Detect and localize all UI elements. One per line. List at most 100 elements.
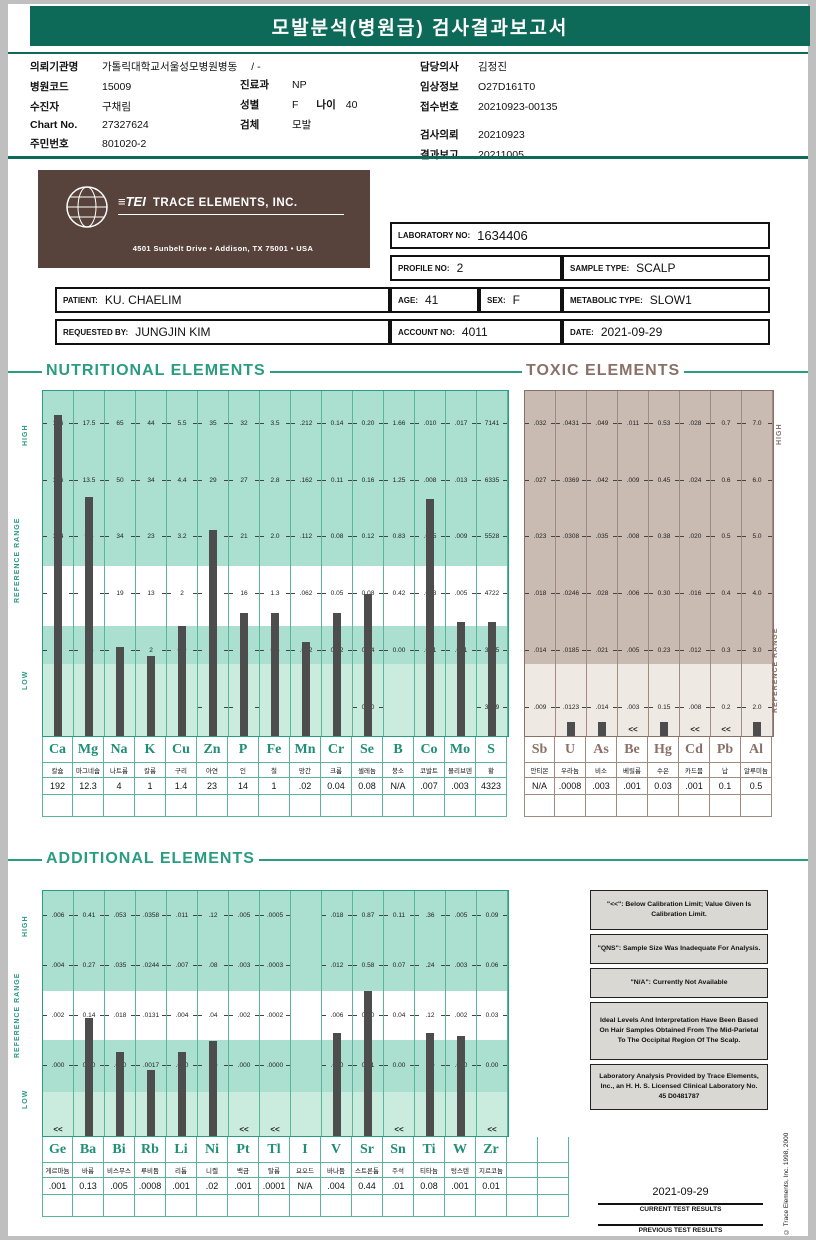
tick-label: .028 bbox=[680, 418, 710, 428]
tick-label: .0308 bbox=[556, 532, 586, 542]
toxic-blank-row bbox=[524, 795, 774, 817]
below-limit-mark: << bbox=[690, 725, 700, 734]
column-v: .018.012.006.000 bbox=[322, 891, 353, 1136]
element-symbol-ba: Ba bbox=[73, 1137, 104, 1163]
laboratory-no-box: LABORATORY NO: 1634406 bbox=[390, 222, 770, 249]
tick-label: .24 bbox=[415, 961, 445, 971]
empty-cell bbox=[166, 795, 197, 817]
tick-label: 0.15 bbox=[649, 703, 679, 713]
column-bi: .053.035.018.000 bbox=[105, 891, 136, 1136]
element-korean-name: 지르코늄 bbox=[476, 1163, 507, 1178]
element-korean-name: 구리 bbox=[166, 763, 197, 778]
profile-no-box: PROFILE NO: 2 bbox=[390, 255, 562, 281]
bar-al bbox=[753, 722, 761, 736]
element-result-value: 0.5 bbox=[741, 778, 772, 795]
element-result-value: 0.08 bbox=[352, 778, 383, 795]
metabolic-type-value: SLOW1 bbox=[649, 293, 692, 307]
bar-bi bbox=[116, 1051, 124, 1136]
bar-w bbox=[457, 1035, 465, 1136]
additional-blank-row bbox=[42, 1195, 569, 1217]
tick-label: .049 bbox=[587, 418, 617, 428]
tick-label: 0.6 bbox=[711, 475, 741, 485]
account-no-value: 4011 bbox=[461, 325, 488, 339]
tick-label: .042 bbox=[587, 475, 617, 485]
toxic-elements-chart: .032 .027 .023 .018 .014 .009 .0431 .0369 .0308.… bbox=[524, 390, 774, 817]
sex-value: F bbox=[512, 293, 521, 307]
tick-label: .062 bbox=[291, 589, 321, 599]
info-label: 검체 bbox=[240, 119, 260, 131]
divider bbox=[8, 859, 808, 861]
footer-date: 2021-09-29 bbox=[652, 1186, 709, 1198]
tick-label: .000 bbox=[43, 1061, 73, 1071]
element-korean-name: 요오드 bbox=[290, 1163, 321, 1178]
tick-label: 0.12 bbox=[353, 532, 383, 542]
nutritional-reference-range-label: REFERENCE RANGE bbox=[14, 517, 21, 603]
tick-label: 0.3 bbox=[711, 646, 741, 656]
bar-hg bbox=[660, 722, 668, 736]
column-mg: 17.513.59.451.5 bbox=[74, 391, 105, 736]
empty-cell bbox=[383, 1195, 414, 1217]
element-symbol-v: V bbox=[321, 1137, 352, 1163]
bar-zn bbox=[209, 529, 217, 736]
empty-cell bbox=[617, 795, 648, 817]
info-value-extra: / - bbox=[251, 61, 261, 73]
tick-label: .12 bbox=[415, 1011, 445, 1021]
requested-by-label: REQUESTED BY: bbox=[63, 327, 129, 337]
bar-sr bbox=[364, 990, 372, 1136]
sex-box: SEX: F bbox=[479, 287, 562, 313]
info-value: 20211005 bbox=[478, 149, 524, 161]
tick-label: .004 bbox=[167, 1011, 197, 1021]
additional-reference-range-label: REFERENCE RANGE bbox=[14, 972, 21, 1058]
element-result-value: .0008 bbox=[555, 778, 586, 795]
toxic-plot-area: .032 .027 .023 .018 .014 .009 .0431 .0369 .0308.… bbox=[524, 390, 774, 737]
element-symbol-sb: Sb bbox=[524, 737, 555, 763]
empty-cell bbox=[73, 795, 104, 817]
element-korean-name: 주석 bbox=[383, 1163, 414, 1178]
element-result-value: 192 bbox=[42, 778, 73, 795]
bar-li bbox=[178, 1052, 186, 1136]
tick-label: 0.42 bbox=[384, 589, 414, 599]
tick-label: 1.3 bbox=[260, 589, 290, 599]
bar-v bbox=[333, 1032, 341, 1136]
below-limit-mark: << bbox=[239, 1125, 249, 1134]
column-al: 7.0 6.0 5.0 4.0 3.0 2.0 bbox=[742, 391, 773, 736]
empty-cell bbox=[507, 1163, 538, 1178]
element-korean-name: 우라늄 bbox=[555, 763, 586, 778]
tei-company-name: TRACE ELEMENTS, INC. bbox=[152, 197, 298, 209]
element-result-value: 4 bbox=[104, 778, 135, 795]
element-symbol-be: Be bbox=[617, 737, 648, 763]
element-korean-name: 마그네슘 bbox=[73, 763, 104, 778]
empty-cell bbox=[135, 795, 166, 817]
element-symbol-pb: Pb bbox=[710, 737, 741, 763]
tick-label: 0.53 bbox=[649, 418, 679, 428]
bar-as bbox=[598, 722, 606, 736]
empty-cell bbox=[538, 1137, 569, 1163]
tick-label: 19 bbox=[105, 589, 135, 599]
tick-label: .008 bbox=[618, 532, 648, 542]
column-ni: .12.08.04.00 bbox=[198, 891, 229, 1136]
tick-label: 0.11 bbox=[384, 911, 414, 921]
element-korean-name: 크롬 bbox=[321, 763, 352, 778]
bar-ni bbox=[209, 1040, 217, 1136]
element-result-value: .0001 bbox=[259, 1178, 290, 1195]
tick-label: 13 bbox=[136, 589, 166, 599]
sample-type-box: SAMPLE TYPE: SCALP bbox=[562, 255, 770, 281]
info-value: 가톨릭대학교서울성모병원병동 bbox=[102, 61, 238, 73]
tick-label: .08 bbox=[198, 961, 228, 971]
empty-cell bbox=[352, 795, 383, 817]
column-w: .005.003.002.000 bbox=[446, 891, 477, 1136]
info-row-left-3: Chart No. 27327624 bbox=[30, 119, 261, 131]
element-korean-name: 베릴륨 bbox=[617, 763, 648, 778]
info-label: 담당의사 bbox=[420, 61, 459, 73]
tick-label: .012 bbox=[322, 961, 352, 971]
globe-logo-icon bbox=[66, 186, 108, 228]
element-symbol-ge: Ge bbox=[42, 1137, 73, 1163]
element-result-value: .02 bbox=[197, 1178, 228, 1195]
divider bbox=[8, 371, 808, 373]
tick-label: 0.30 bbox=[649, 589, 679, 599]
element-korean-name: 안티몬 bbox=[524, 763, 555, 778]
element-symbol-na: Na bbox=[104, 737, 135, 763]
metabolic-type-box: METABOLIC TYPE: SLOW1 bbox=[562, 287, 770, 313]
tick-label: .002 bbox=[229, 1011, 259, 1021]
nutritional-plot-area: 186146104632217.513.59.451.5655034193443… bbox=[42, 390, 509, 737]
